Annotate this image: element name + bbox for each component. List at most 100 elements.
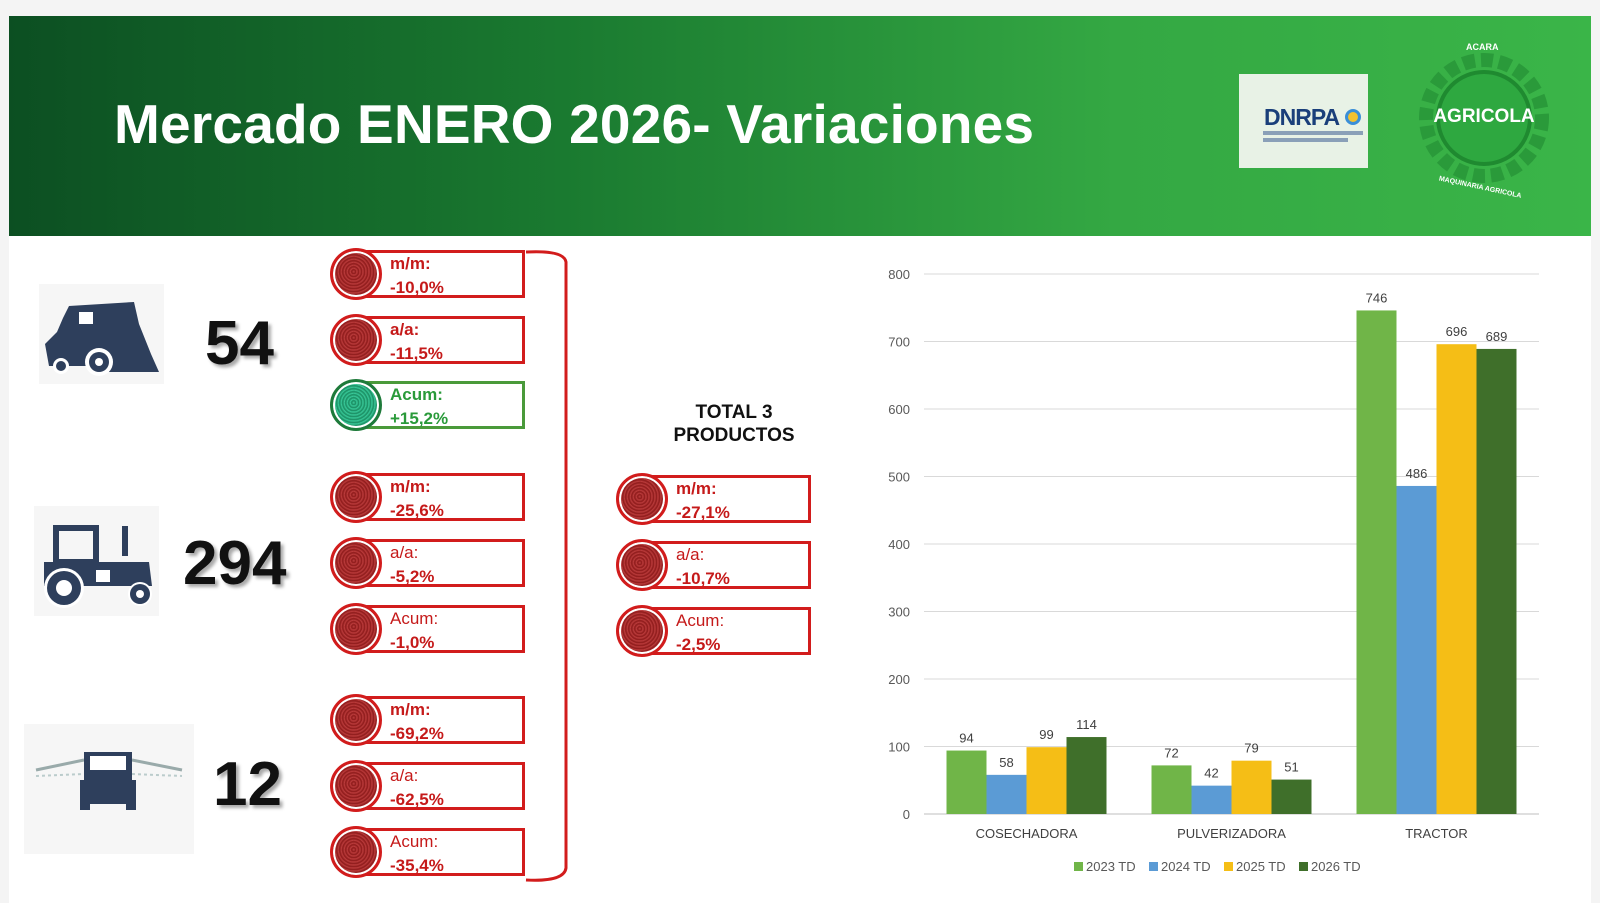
sprayer-acum-indicator: Acum: -35,4% [330,826,530,882]
total-label-line2: PRODUCTOS [673,425,795,446]
status-light-icon [330,248,382,300]
bar [1356,310,1397,814]
bar [1026,747,1067,814]
y-tick-label: 0 [903,807,910,822]
status-light-icon [330,379,382,431]
status-light-icon [330,471,382,523]
data-label: 689 [1486,329,1508,344]
data-label: 58 [999,755,1013,770]
page-title: Mercado ENERO 2026- Variaciones [114,93,1035,155]
bar [1476,348,1517,814]
y-tick-label: 700 [888,335,910,350]
x-tick-label: COSECHADORA [976,826,1078,841]
y-tick-label: 800 [888,267,910,282]
bar [1231,760,1272,814]
tractor-count: 294 [183,529,287,598]
status-light-icon [616,473,668,525]
data-label: 114 [1076,717,1097,732]
indicator-label: Acum: [390,832,439,851]
slide: Mercado ENERO 2026- Variaciones DNRPA AC… [9,16,1591,903]
status-light-icon [330,537,382,589]
indicator-value: -62,5% [390,790,444,809]
total-label: TOTAL 3 PRODUCTOS [669,401,799,447]
status-light-icon [330,760,382,812]
legend-label: 2024 TD [1161,859,1211,874]
indicator-box [352,828,525,876]
indicator-box [352,473,525,521]
legend-label: 2023 TD [1086,859,1136,874]
sprayer-aa-indicator: a/a: -62,5% [330,760,530,816]
indicator-label: m/m: [676,479,717,498]
dnrpa-emblem-icon [1345,109,1361,125]
legend-label: 2026 TD [1311,859,1361,874]
indicator-value: +15,2% [390,409,449,428]
bar [1436,344,1477,814]
total-label-line1: TOTAL 3 [695,402,773,423]
gear-icon [1419,53,1549,183]
sprayer-icon [24,724,194,854]
y-tick-label: 500 [888,470,910,485]
legend-swatch [1149,862,1158,871]
agricola-text: AGRICOLA [1433,106,1535,127]
x-tick-label: PULVERIZADORA [1177,826,1286,841]
data-label: 79 [1244,741,1258,756]
bar [1271,779,1312,814]
bar [1396,485,1437,814]
indicator-value: -11,5% [390,344,443,363]
indicator-value: -69,2% [390,724,444,743]
indicator-label: m/m: [390,477,431,496]
indicator-value: -10,7% [676,569,730,588]
harvester-mm-indicator: m/m: -10,0% [330,248,530,304]
indicator-value: -1,0% [390,633,435,652]
grouping-bracket [525,250,568,882]
data-label: 42 [1204,766,1218,781]
dnrpa-logo-text: DNRPA [1264,104,1340,130]
indicator-value: -25,6% [390,501,444,520]
indicator-label: a/a: [676,545,705,564]
bar-chart: 0 100 200 300 400 500 600 700 800 94 58 99 114 COSECH… [888,267,1539,874]
dnrpa-subtitle-line [1263,138,1348,142]
data-label: 746 [1366,290,1388,305]
sprayer-count: 12 [213,750,282,819]
bar [1066,737,1107,814]
header-banner: Mercado ENERO 2026- Variaciones DNRPA AC… [9,16,1591,236]
dnrpa-logo: DNRPA [1239,74,1368,168]
indicator-label: Acum: [676,611,725,630]
harvester-acum-indicator: Acum: +15,2% [330,379,530,435]
legend-swatch [1074,862,1083,871]
status-light-icon [330,603,382,655]
tractor-icon [34,506,159,616]
indicator-label: m/m: [390,700,431,719]
indicator-label: Acum: [390,609,439,628]
y-tick-label: 100 [888,740,910,755]
y-tick-label: 300 [888,605,910,620]
y-tick-label: 200 [888,672,910,687]
total-aa-indicator: a/a: -10,7% [616,539,816,595]
data-label: 99 [1039,727,1053,742]
total-mm-indicator: m/m: -27,1% [616,473,816,529]
data-label: 696 [1446,324,1468,339]
x-tick-label: TRACTOR [1405,826,1468,841]
dnrpa-subtitle-line [1263,131,1363,135]
harvester-aa-indicator: a/a: -11,5% [330,314,530,370]
indicator-value: -27,1% [676,503,730,522]
agricola-logo: ACARA AGRICOLA MAQUINARIA AGRICOLA [1419,42,1549,200]
indicator-value: -10,0% [390,278,444,297]
indicator-label: Acum: [390,385,443,404]
bar [946,750,987,814]
total-acum-indicator: Acum: -2,5% [616,605,816,661]
status-light-icon [330,826,382,878]
indicator-value: -5,2% [390,567,435,586]
indicator-box [352,250,525,298]
indicator-value: -35,4% [390,856,444,875]
status-light-icon [616,605,668,657]
legend-swatch [1299,862,1308,871]
legend-swatch [1224,862,1233,871]
y-tick-label: 600 [888,402,910,417]
indicator-value: -2,5% [676,635,721,654]
indicator-box [352,539,525,587]
tractor-aa-indicator: a/a: -5,2% [330,537,530,593]
acara-text: ACARA [1466,42,1499,52]
indicator-label: a/a: [390,543,419,562]
bar [1151,765,1192,814]
